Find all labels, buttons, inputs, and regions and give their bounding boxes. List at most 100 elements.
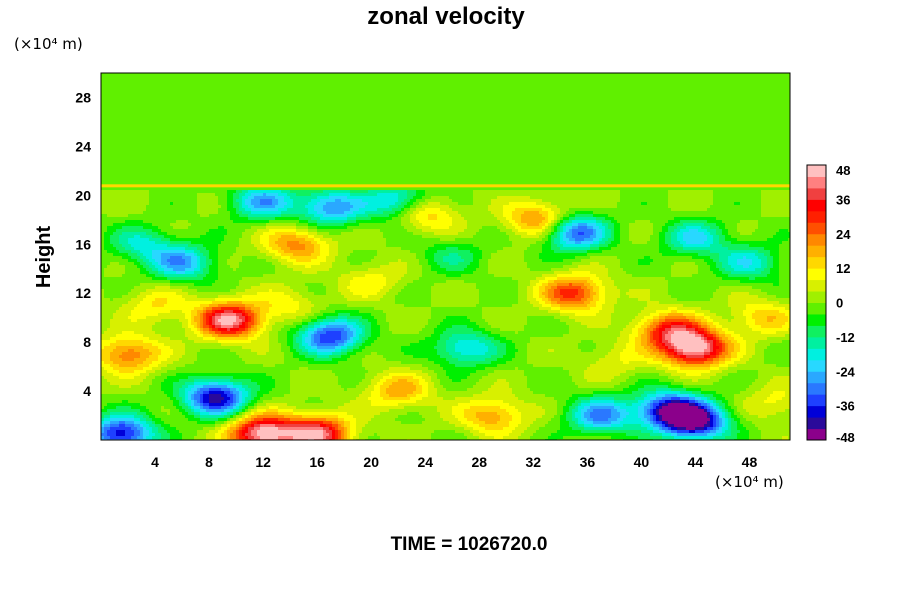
field-cell xyxy=(365,115,368,118)
field-cell xyxy=(164,118,167,121)
field-cell xyxy=(410,94,413,97)
field-cell xyxy=(209,79,212,82)
field-cell xyxy=(677,121,680,124)
field-cell xyxy=(191,100,194,103)
field-cell xyxy=(113,127,116,130)
field-cell xyxy=(362,136,365,139)
field-cell xyxy=(725,112,728,115)
field-cell xyxy=(155,106,158,109)
field-cell xyxy=(260,82,263,85)
field-cell xyxy=(647,106,650,109)
field-cell xyxy=(206,118,209,121)
field-cell xyxy=(266,88,269,91)
field-cell xyxy=(134,88,137,91)
field-cell xyxy=(290,115,293,118)
field-cell xyxy=(776,121,779,124)
field-cell xyxy=(422,106,425,109)
field-cell xyxy=(368,136,371,139)
field-cell xyxy=(587,109,590,112)
field-cell xyxy=(707,100,710,103)
field-cell xyxy=(407,115,410,118)
field-cell xyxy=(650,106,653,109)
field-cell xyxy=(131,109,134,112)
field-cell xyxy=(623,85,626,88)
field-cell xyxy=(260,133,263,136)
field-cell xyxy=(164,136,167,139)
field-cell xyxy=(545,130,548,133)
field-cell xyxy=(692,94,695,97)
field-cell xyxy=(323,79,326,82)
field-cell xyxy=(656,106,659,109)
field-cell xyxy=(461,133,464,136)
field-cell xyxy=(209,106,212,109)
field-cell xyxy=(293,91,296,94)
field-cell xyxy=(188,88,191,91)
field-cell xyxy=(734,94,737,97)
field-cell xyxy=(299,115,302,118)
field-cell xyxy=(527,85,530,88)
field-cell xyxy=(599,112,602,115)
field-cell xyxy=(665,127,668,130)
field-cell xyxy=(143,94,146,97)
field-cell xyxy=(536,106,539,109)
field-cell xyxy=(104,121,107,124)
field-cell xyxy=(746,112,749,115)
field-cell xyxy=(329,85,332,88)
field-cell xyxy=(131,133,134,136)
field-cell xyxy=(605,124,608,127)
field-cell xyxy=(335,76,338,79)
field-cell xyxy=(374,115,377,118)
field-cell xyxy=(308,97,311,100)
field-cell xyxy=(185,106,188,109)
field-cell xyxy=(392,97,395,100)
field-cell xyxy=(359,106,362,109)
field-cell xyxy=(611,124,614,127)
field-cell xyxy=(119,88,122,91)
field-cell xyxy=(227,130,230,133)
field-cell xyxy=(668,82,671,85)
field-cell xyxy=(755,91,758,94)
field-cell xyxy=(512,124,515,127)
field-cell xyxy=(350,133,353,136)
field-cell xyxy=(395,115,398,118)
field-cell xyxy=(131,97,134,100)
field-cell xyxy=(620,82,623,85)
field-cell xyxy=(542,91,545,94)
field-cell xyxy=(242,91,245,94)
field-cell xyxy=(104,115,107,118)
field-cell xyxy=(149,124,152,127)
field-cell xyxy=(752,106,755,109)
field-cell xyxy=(776,85,779,88)
field-cell xyxy=(218,106,221,109)
field-cell xyxy=(548,85,551,88)
field-cell xyxy=(143,118,146,121)
field-cell xyxy=(374,91,377,94)
field-cell xyxy=(662,79,665,82)
field-cell xyxy=(182,76,185,79)
field-cell xyxy=(233,115,236,118)
field-cell xyxy=(362,106,365,109)
field-cell xyxy=(272,121,275,124)
field-cell xyxy=(245,103,248,106)
field-cell xyxy=(464,130,467,133)
field-cell xyxy=(644,76,647,79)
field-cell xyxy=(227,112,230,115)
field-cell xyxy=(500,100,503,103)
field-cell xyxy=(773,76,776,79)
field-cell xyxy=(731,130,734,133)
field-cell xyxy=(410,109,413,112)
field-cell xyxy=(554,130,557,133)
field-cell xyxy=(512,133,515,136)
field-cell xyxy=(491,112,494,115)
field-cell xyxy=(383,91,386,94)
field-cell xyxy=(539,97,542,100)
field-cell xyxy=(458,106,461,109)
field-cell xyxy=(185,124,188,127)
field-cell xyxy=(746,121,749,124)
field-cell xyxy=(779,100,782,103)
field-cell xyxy=(236,106,239,109)
field-cell xyxy=(119,97,122,100)
field-cell xyxy=(611,127,614,130)
field-cell xyxy=(203,76,206,79)
field-cell xyxy=(779,106,782,109)
